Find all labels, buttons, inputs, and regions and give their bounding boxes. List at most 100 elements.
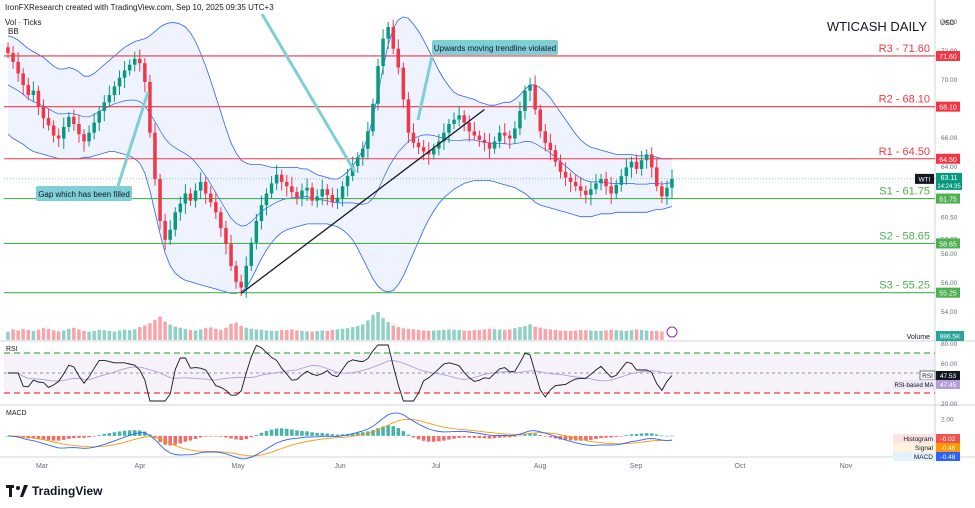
level-label-s2: S2 - 58.65 xyxy=(879,230,930,242)
tradingview-logo-icon xyxy=(6,485,28,497)
candle-body xyxy=(244,265,248,288)
macd-histogram-bar xyxy=(406,434,411,436)
candle-body xyxy=(31,90,36,95)
rsi-pane-title: RSI xyxy=(6,346,18,353)
candle-body xyxy=(528,84,532,91)
macd-histogram-bar xyxy=(127,430,132,436)
macd-histogram-bar xyxy=(497,435,502,438)
candle-body xyxy=(558,161,563,172)
candle-body xyxy=(391,27,395,49)
volume-bar xyxy=(259,329,264,340)
volume-bar xyxy=(279,330,284,340)
volume-bar xyxy=(315,331,319,340)
volume-bar xyxy=(579,329,583,340)
candle-body xyxy=(219,212,223,229)
candle-body xyxy=(82,134,86,142)
last-price-tag xyxy=(936,172,962,190)
volume-bar xyxy=(330,329,335,340)
volume-caption: Volume xyxy=(907,334,930,341)
candle-body xyxy=(345,176,350,187)
macd-histogram-bar xyxy=(579,435,583,441)
candle-body xyxy=(193,190,198,201)
candle-body xyxy=(356,157,360,166)
callout-pointer xyxy=(260,13,357,173)
rsi-ma-value: 47.45 xyxy=(940,382,957,389)
candle-body xyxy=(513,128,517,139)
volume-bar xyxy=(660,331,664,340)
volume-bar xyxy=(508,329,512,340)
volume-bar xyxy=(209,327,213,340)
macd-legend-tag xyxy=(893,443,935,452)
macd-histogram-bar xyxy=(229,435,233,439)
macd-histogram-bar xyxy=(6,435,10,437)
volume-bar xyxy=(168,324,172,340)
macd-histogram-bar xyxy=(77,435,81,438)
volume-bar xyxy=(183,328,188,340)
macd-histogram-bar xyxy=(133,430,137,436)
rsi-value: 47.53 xyxy=(940,373,957,380)
macd-histogram-bar xyxy=(350,433,355,436)
macd-histogram-bar xyxy=(168,435,172,446)
rsi-tag-label: RSI xyxy=(922,373,933,380)
candle-body xyxy=(269,183,274,194)
macd-histogram-bar xyxy=(523,434,527,436)
candle-body xyxy=(442,132,446,142)
time-tick-label: Jul xyxy=(432,463,441,470)
macd-histogram-bar xyxy=(503,435,507,438)
volume-bar xyxy=(127,330,132,340)
volume-bar xyxy=(41,328,46,340)
candle-body xyxy=(361,148,365,158)
volume-bar xyxy=(188,329,193,340)
volume-bar xyxy=(285,329,289,340)
candle-body xyxy=(158,179,162,221)
level-tag xyxy=(936,287,960,298)
candle-body xyxy=(264,193,269,206)
macd-histogram-bar xyxy=(421,435,426,441)
volume-bar xyxy=(224,327,228,340)
macd-histogram-bar xyxy=(274,428,279,436)
candle-body xyxy=(285,181,289,187)
macd-histogram-bar xyxy=(122,430,127,436)
macd-histogram-bar xyxy=(548,435,553,438)
volume-bar xyxy=(153,319,157,340)
candle-body xyxy=(300,190,304,198)
macd-histogram-bar xyxy=(269,429,274,436)
volume-bar xyxy=(650,331,654,340)
macd-histogram-bar xyxy=(584,435,588,441)
volume-bar xyxy=(26,329,30,340)
candle-body xyxy=(599,179,603,184)
volume-bar xyxy=(624,330,629,340)
time-tick-label: May xyxy=(231,463,245,470)
volume-bar xyxy=(594,330,598,340)
macd-histogram-bar xyxy=(381,426,385,436)
candle-body xyxy=(67,116,71,127)
volume-bar xyxy=(269,330,274,340)
candle-body xyxy=(325,189,330,195)
symbol-tag-text: WTI xyxy=(919,176,931,183)
macd-histogram-bar xyxy=(644,433,649,436)
macd-histogram-bar xyxy=(396,428,400,436)
volume-bar xyxy=(442,329,446,340)
volume-bar xyxy=(655,330,659,340)
macd-histogram-bar xyxy=(619,435,624,437)
macd-histogram-bar xyxy=(279,428,284,436)
volume-bar xyxy=(573,330,578,340)
volume-bar xyxy=(193,330,198,340)
macd-line xyxy=(7,412,673,460)
level-label-r3: R3 - 71.60 xyxy=(879,43,930,55)
last-price-value: 63.11 xyxy=(941,175,958,182)
macd-histogram-bar xyxy=(376,428,380,436)
macd-pane-title: MACD xyxy=(6,410,27,417)
rsi-line xyxy=(8,344,673,402)
author-line: IronFXResearch created with TradingView.… xyxy=(5,3,274,12)
macd-histogram-bar xyxy=(487,435,492,439)
volume-bar xyxy=(604,330,608,340)
volume-bar xyxy=(102,330,106,340)
level-tag xyxy=(936,101,960,112)
currency-label: USD xyxy=(940,20,955,27)
candle-body xyxy=(36,90,41,107)
volume-bar xyxy=(487,328,492,340)
volume-bar xyxy=(214,328,218,340)
macd-legend-value: -0.02 xyxy=(941,436,956,443)
